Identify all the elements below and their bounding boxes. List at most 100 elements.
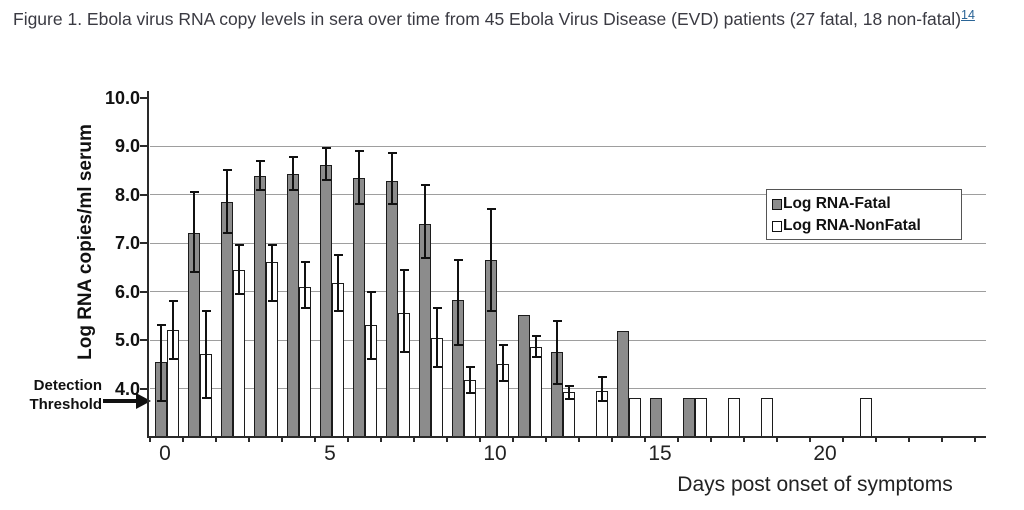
x-axis-line	[147, 436, 986, 438]
figure-caption-text: Figure 1. Ebola virus RNA copy levels in…	[13, 9, 962, 29]
legend-row-fatal: Log RNA-Fatal	[772, 193, 961, 215]
errorbar-line-fatal-day-0	[160, 325, 162, 401]
x-tick-label-5: 5	[324, 442, 336, 465]
bar-fatal-day-2	[221, 201, 233, 437]
errorbar-line-fatal-day-3	[259, 160, 261, 190]
x-tick-9	[445, 437, 448, 442]
legend-label-nonfatal: Log RNA-NonFatal	[783, 217, 921, 234]
errorbar-cap-bottom-nonfatal-day-2	[234, 292, 244, 295]
errorbar-cap-top-nonfatal-day-4	[300, 261, 310, 264]
x-tick-22	[874, 437, 877, 442]
errorbar-cap-bottom-nonfatal-day-9	[465, 392, 475, 395]
gridline-6	[150, 291, 986, 292]
y-tick-label-4: 4.0	[114, 378, 140, 399]
figure-caption: Figure 1. Ebola virus RNA copy levels in…	[13, 5, 1015, 36]
y-tick-9	[140, 145, 147, 147]
x-tick-15	[643, 437, 646, 442]
errorbar-cap-top-fatal-day-9	[453, 258, 463, 261]
gridline-7	[150, 242, 986, 244]
x-tick-label-20: 20	[813, 442, 837, 465]
errorbar-cap-bottom-fatal-day-5	[321, 178, 331, 181]
bar-fatal-day-11	[518, 314, 530, 437]
detection-threshold-label: Detection Threshold	[4, 376, 102, 414]
legend-label-fatal: Log RNA-Fatal	[783, 195, 891, 212]
errorbar-line-nonfatal-day-7	[403, 269, 405, 353]
bar-fatal-day-4	[287, 174, 299, 437]
x-axis-title: Days post onset of symptoms	[677, 473, 953, 496]
errorbar-cap-top-fatal-day-7	[387, 152, 397, 155]
y-tick-4	[140, 387, 147, 390]
y-tick-label-6: 6.0	[114, 281, 140, 302]
errorbar-cap-top-nonfatal-day-13	[597, 375, 607, 378]
bar-nonfatal-day-21	[860, 398, 872, 437]
x-tick-4	[280, 437, 283, 442]
errorbar-cap-top-nonfatal-day-0	[168, 300, 178, 303]
errorbar-cap-top-nonfatal-day-3	[267, 244, 277, 247]
x-tick-7	[379, 437, 382, 442]
errorbar-line-fatal-day-7	[391, 153, 393, 205]
bar-nonfatal-day-18	[761, 398, 773, 437]
x-tick-0	[148, 437, 151, 442]
errorbar-cap-top-nonfatal-day-1	[201, 309, 211, 312]
errorbar-line-nonfatal-day-10	[502, 344, 504, 382]
reference-link[interactable]: 14	[961, 8, 975, 22]
detection-threshold-arrow-shaft	[103, 399, 137, 403]
x-tick-20	[808, 437, 811, 442]
bar-nonfatal-day-16	[695, 398, 707, 437]
bar-nonfatal-day-17	[728, 398, 740, 437]
errorbar-line-nonfatal-day-3	[271, 245, 273, 302]
y-axis-line	[147, 91, 149, 438]
errorbar-cap-top-nonfatal-day-7	[399, 268, 409, 271]
x-tick-13	[577, 437, 580, 442]
y-tick-8	[140, 193, 147, 196]
errorbar-line-fatal-day-2	[226, 170, 228, 234]
errorbar-cap-top-fatal-day-2	[222, 169, 232, 172]
y-tick-label-8: 8.0	[114, 184, 140, 205]
x-tick-16	[676, 437, 679, 442]
x-tick-11	[511, 437, 514, 442]
errorbar-cap-bottom-fatal-day-9	[453, 343, 463, 346]
bar-fatal-day-5	[320, 165, 332, 437]
errorbar-cap-bottom-nonfatal-day-1	[201, 397, 211, 400]
bar-nonfatal-day-14	[629, 398, 641, 437]
errorbar-cap-top-nonfatal-day-5	[333, 254, 343, 257]
errorbar-line-fatal-day-1	[193, 192, 195, 273]
y-tick-label-10: 10.0	[104, 87, 140, 108]
errorbar-cap-bottom-fatal-day-2	[222, 232, 232, 235]
errorbar-cap-top-nonfatal-day-9	[465, 365, 475, 368]
errorbar-cap-bottom-fatal-day-7	[387, 203, 397, 206]
errorbar-line-nonfatal-day-4	[304, 262, 306, 309]
errorbar-line-nonfatal-day-2	[238, 245, 240, 294]
errorbar-cap-bottom-nonfatal-day-7	[399, 351, 409, 354]
bar-fatal-day-7	[386, 180, 398, 437]
bar-fatal-day-15	[650, 398, 662, 437]
errorbar-cap-top-fatal-day-8	[420, 183, 430, 186]
errorbar-cap-top-nonfatal-day-11	[531, 335, 541, 338]
x-tick-6	[346, 437, 349, 442]
bar-fatal-day-3	[254, 176, 266, 437]
errorbar-cap-bottom-nonfatal-day-12	[564, 398, 574, 401]
errorbar-line-nonfatal-day-11	[535, 336, 537, 357]
x-tick-10	[478, 437, 481, 442]
x-tick-12	[544, 437, 547, 442]
errorbar-cap-top-fatal-day-6	[354, 149, 364, 152]
y-tick-10	[140, 96, 147, 99]
errorbar-cap-bottom-fatal-day-8	[420, 256, 430, 259]
bar-fatal-day-16	[683, 398, 695, 437]
errorbar-cap-top-fatal-day-1	[189, 191, 199, 194]
errorbar-cap-top-fatal-day-0	[156, 324, 166, 327]
errorbar-cap-top-nonfatal-day-6	[366, 290, 376, 293]
errorbar-line-fatal-day-6	[358, 150, 360, 205]
y-tick-label-9: 9.0	[114, 136, 140, 156]
errorbar-line-fatal-day-5	[325, 148, 327, 180]
x-tick-2	[214, 437, 217, 442]
x-tick-label-15: 15	[648, 442, 672, 465]
detection-threshold-label-line1: Detection	[33, 377, 102, 394]
y-tick-5	[140, 339, 147, 341]
x-tick-3	[247, 437, 250, 442]
errorbar-cap-bottom-fatal-day-0	[156, 399, 166, 402]
errorbar-line-nonfatal-day-13	[601, 376, 603, 402]
errorbar-cap-bottom-nonfatal-day-10	[498, 380, 508, 383]
legend-marker-fatal-icon	[772, 198, 782, 210]
x-tick-17	[709, 437, 712, 442]
